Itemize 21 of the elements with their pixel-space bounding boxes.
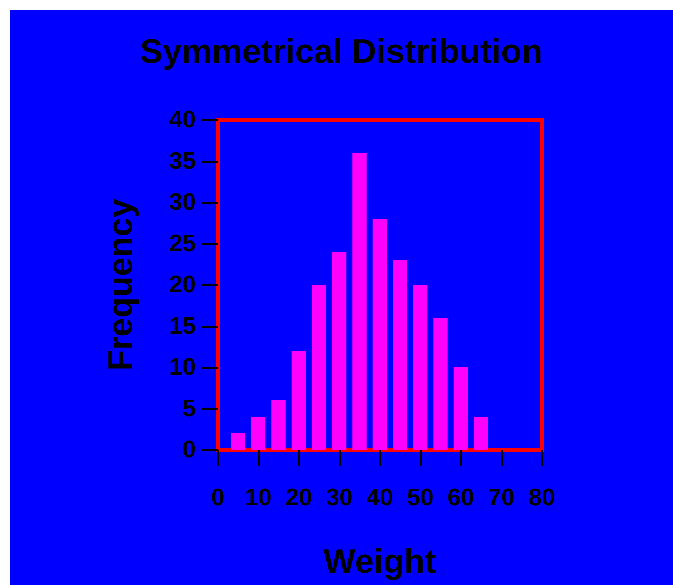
x-tick-label: 70 — [488, 484, 515, 512]
x-tick-label: 30 — [326, 484, 353, 512]
y-tick-label: 40 — [169, 106, 196, 134]
x-axis-title: Weight — [324, 543, 436, 581]
x-tick-label: 40 — [366, 484, 394, 512]
y-tick-label: 30 — [169, 189, 196, 216]
x-tick-label: 20 — [286, 484, 312, 512]
y-tick-label: 20 — [169, 272, 196, 298]
y-tick-label: 35 — [169, 148, 196, 175]
chart-title: Symmetrical Distribution — [140, 33, 543, 71]
x-tick-label: 50 — [407, 484, 434, 512]
y-tick-label: 0 — [182, 436, 196, 464]
y-tick-label: 25 — [169, 230, 196, 258]
y-axis-title: Frequency — [102, 198, 140, 371]
x-tick-label: 60 — [448, 484, 474, 512]
y-tick-label: 10 — [169, 354, 196, 381]
y-tick-label: 15 — [169, 312, 196, 340]
x-tick-label: 80 — [528, 484, 556, 512]
x-tick-label: 10 — [245, 484, 272, 512]
x-tick-label: 0 — [211, 484, 225, 512]
y-tick-label: 5 — [182, 395, 196, 422]
